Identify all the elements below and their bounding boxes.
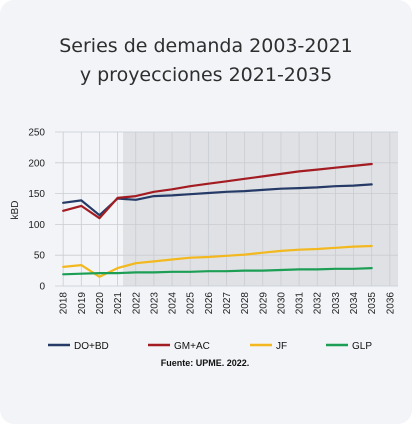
- x-tick-label: 2022: [131, 292, 142, 315]
- chart-title-line1: Series de demanda 2003-2021: [59, 35, 353, 57]
- x-tick-label: 2030: [276, 292, 287, 315]
- chart-title: Series de demanda 2003-2021 y proyeccion…: [0, 32, 412, 90]
- series-line-jf: [62, 244, 373, 278]
- x-tick-label: 2026: [204, 292, 215, 315]
- y-tick-label: 250: [28, 128, 45, 139]
- x-tick-label: 2035: [367, 292, 378, 315]
- x-tick-label: 2018: [59, 292, 70, 315]
- series-line-glp: [62, 267, 373, 276]
- legend-label-jf: JF: [276, 341, 287, 352]
- legend-label-do-bd: DO+BD: [74, 341, 109, 352]
- x-tick-label: 2036: [385, 292, 396, 315]
- chart-title-line2: y proyecciones 2021-2035: [79, 64, 333, 86]
- x-tick-label: 2024: [168, 292, 179, 315]
- chart-source: Fuente: UPME. 2022.: [161, 358, 250, 368]
- y-tick-label: 100: [28, 220, 45, 231]
- x-tick-label: 2027: [222, 292, 233, 315]
- x-tick-label: 2028: [240, 292, 251, 315]
- series-line-gm-ac: [62, 162, 373, 220]
- legend-label-gm-ac: GM+AC: [174, 341, 210, 352]
- projection-region: [123, 132, 399, 286]
- y-tick-label: 50: [34, 251, 46, 262]
- legend-label-glp: GLP: [352, 341, 372, 352]
- x-tick-label: 2033: [331, 292, 342, 315]
- y-axis-label: kBD: [10, 201, 21, 220]
- x-tick-label: 2021: [113, 292, 124, 315]
- x-tick-label: 2020: [95, 292, 106, 315]
- y-tick-label: 150: [28, 189, 45, 200]
- y-tick-label: 200: [28, 158, 45, 169]
- x-tick-label: 2023: [149, 292, 160, 315]
- x-tick-label: 2032: [313, 292, 324, 315]
- x-tick-label: 2029: [258, 292, 269, 315]
- x-tick-label: 2025: [186, 292, 197, 315]
- x-tick-label: 2031: [295, 292, 306, 315]
- x-tick-label: 2019: [77, 292, 88, 315]
- y-tick-label: 0: [39, 282, 45, 293]
- x-tick-label: 2034: [349, 292, 360, 315]
